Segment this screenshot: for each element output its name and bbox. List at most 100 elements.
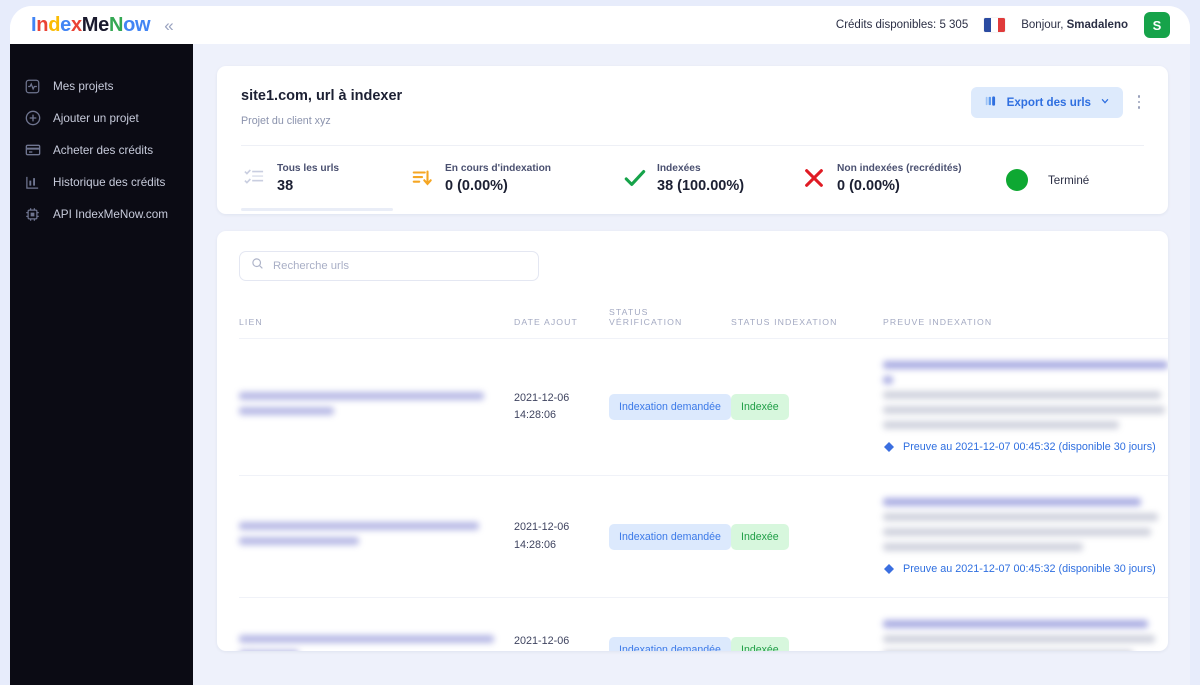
column-header-date-ajout[interactable]: DATE AJOUT xyxy=(514,317,578,327)
stat-underline xyxy=(241,208,393,211)
redacted-link-line xyxy=(239,635,494,643)
cell-status-indexation: Indexée xyxy=(731,597,883,651)
redacted-proof-line xyxy=(883,620,1148,628)
redacted-proof-line xyxy=(883,528,1151,536)
logo-letter-x: x xyxy=(70,13,82,36)
status-indexation-badge: Indexée xyxy=(731,637,789,651)
cell-status-verification: Indexation demandée xyxy=(609,475,731,598)
date-time: 14:28:06 xyxy=(514,409,557,421)
stat-indexees: Indexées 38 (100.00%) xyxy=(621,163,801,194)
redacted-proof-line xyxy=(883,421,1119,429)
sidebar-item-label: Mes projets xyxy=(53,79,114,93)
redacted-proof-line xyxy=(883,391,1161,399)
cell-lien[interactable] xyxy=(239,338,514,476)
status-verification-badge: Indexation demandée xyxy=(609,523,731,550)
sidebar-item-label: Historique des crédits xyxy=(53,175,166,189)
proof-link[interactable]: Preuve au 2021-12-07 00:45:32 (disponibl… xyxy=(883,441,1168,453)
bar-chart-icon xyxy=(24,174,41,191)
status-dot-icon xyxy=(1006,169,1028,191)
checklist-icon xyxy=(241,163,267,187)
table-row[interactable]: 2021-12-06 14:28:06 Indexation demandée … xyxy=(239,338,1168,476)
sidebar-item-label: Acheter des crédits xyxy=(53,143,154,157)
status-badge: Terminé xyxy=(1006,163,1089,191)
avatar[interactable]: S xyxy=(1144,12,1170,38)
cell-status-indexation: Indexée xyxy=(731,338,883,476)
proof-label: Preuve au 2021-12-07 00:45:32 (disponibl… xyxy=(903,441,1156,453)
export-button-label: Export des urls xyxy=(1006,96,1091,109)
sort-down-icon xyxy=(409,163,435,189)
sidebar-item-mes-projets[interactable]: Mes projets xyxy=(10,70,193,102)
cell-date-ajout: 2021-12-06 14:28:06 xyxy=(514,338,609,476)
date-time: 14:28:06 xyxy=(514,538,557,551)
chevron-down-icon xyxy=(1100,96,1110,109)
stat-tous-les-urls: Tous les urls 38 xyxy=(241,163,409,211)
credits-label: Crédits disponibles: 5 305 xyxy=(835,19,969,31)
stat-label: Non indexées (recrédités) xyxy=(837,163,962,174)
status-verification-badge: Indexation demandée xyxy=(609,637,731,651)
logo-letter-I: I xyxy=(31,13,37,36)
urls-table: LIEN DATE AJOUT STATUS VÉRIFICATION STAT… xyxy=(239,307,1168,651)
stat-label: Indexées xyxy=(657,163,701,174)
redacted-proof-line xyxy=(883,543,1083,551)
column-header-lien[interactable]: LIEN xyxy=(239,317,263,327)
redacted-link-line xyxy=(239,536,359,545)
top-bar: IndexMeNow « Crédits disponibles: 5 305 … xyxy=(10,6,1190,44)
export-icon xyxy=(984,94,998,111)
credit-card-icon xyxy=(24,142,41,159)
logo-letters-ow: ow xyxy=(123,13,151,36)
redacted-link-line xyxy=(239,521,479,530)
table-row[interactable]: 2021-12-06 14:28:06 Indexation demandée … xyxy=(239,475,1168,598)
search-box[interactable] xyxy=(239,251,539,281)
fr-flag-icon[interactable] xyxy=(984,18,1006,32)
tag-icon xyxy=(883,441,895,453)
redacted-proof-line xyxy=(883,635,1155,643)
sidebar-collapse-icon[interactable]: « xyxy=(164,15,174,35)
app-logo[interactable]: IndexMeNow xyxy=(31,13,151,37)
logo-letter-e: e xyxy=(60,13,71,36)
redacted-proof-line xyxy=(883,376,893,384)
column-header-preuve-indexation[interactable]: PREUVE INDEXATION xyxy=(883,317,993,327)
top-bar-right: Crédits disponibles: 5 305 Bonjour, Smad… xyxy=(836,12,1170,38)
proof-link[interactable]: Preuve au 2021-12-07 00:45:32 (disponibl… xyxy=(883,563,1168,575)
status-indexation-badge: Indexée xyxy=(731,394,789,420)
redacted-link-line xyxy=(239,407,334,415)
stat-non-indexees: Non indexées (recrédités) 0 (0.00%) xyxy=(801,163,1006,194)
activity-icon xyxy=(24,78,41,95)
sidebar: Mes projets Ajouter un projet Acheter de… xyxy=(10,44,193,685)
logo-letter-N: N xyxy=(108,13,124,36)
table-row[interactable]: 2021-12-06 14:28:06 Indexation demandée … xyxy=(239,597,1168,651)
cell-lien[interactable] xyxy=(239,597,514,651)
column-header-status-verification[interactable]: STATUS VÉRIFICATION xyxy=(609,307,731,339)
greeting-prefix: Bonjour, xyxy=(1021,19,1067,31)
sidebar-item-api-indexmenow[interactable]: API IndexMeNow.com xyxy=(10,198,193,230)
cell-status-verification: Indexation demandée xyxy=(609,597,731,651)
cell-date-ajout: 2021-12-06 14:28:06 xyxy=(514,475,609,598)
redacted-proof-line xyxy=(883,361,1168,369)
export-urls-button[interactable]: Export des urls xyxy=(970,87,1123,118)
stat-label: En cours d'indexation xyxy=(445,163,552,174)
column-header-line1: STATUS xyxy=(609,307,649,317)
sidebar-item-ajouter-un-projet[interactable]: Ajouter un projet xyxy=(10,102,193,134)
column-header-status-indexation[interactable]: STATUS INDEXATION xyxy=(731,317,838,327)
redacted-link-line xyxy=(239,392,484,400)
search-input[interactable] xyxy=(273,260,527,272)
date-day: 2021-12-06 xyxy=(514,521,570,534)
stat-value: 0 (0.00%) xyxy=(837,178,900,194)
sidebar-item-acheter-des-credits[interactable]: Acheter des crédits xyxy=(10,134,193,166)
stat-value: 38 xyxy=(277,178,294,194)
sidebar-item-label: Ajouter un projet xyxy=(53,111,139,125)
project-summary-card: site1.com, url à indexer Projet du clien… xyxy=(217,66,1168,214)
redacted-proof-line xyxy=(883,406,1165,414)
plus-circle-icon xyxy=(24,110,41,127)
tag-icon xyxy=(883,563,895,575)
cell-lien[interactable] xyxy=(239,475,514,598)
cell-preuve-indexation: Preuve au 2021-12-07 00:45:32 (disponibl… xyxy=(883,475,1168,598)
user-name: Smadaleno xyxy=(1066,19,1128,31)
cell-status-verification: Indexation demandée xyxy=(609,338,731,476)
status-label: Terminé xyxy=(1048,173,1090,187)
stat-value: 38 (100.00%) xyxy=(657,178,745,194)
stat-value: 0 (0.00%) xyxy=(445,178,508,194)
kebab-menu-icon[interactable] xyxy=(1132,91,1146,113)
table-header-row: LIEN DATE AJOUT STATUS VÉRIFICATION STAT… xyxy=(239,307,1168,339)
sidebar-item-historique-des-credits[interactable]: Historique des crédits xyxy=(10,166,193,198)
